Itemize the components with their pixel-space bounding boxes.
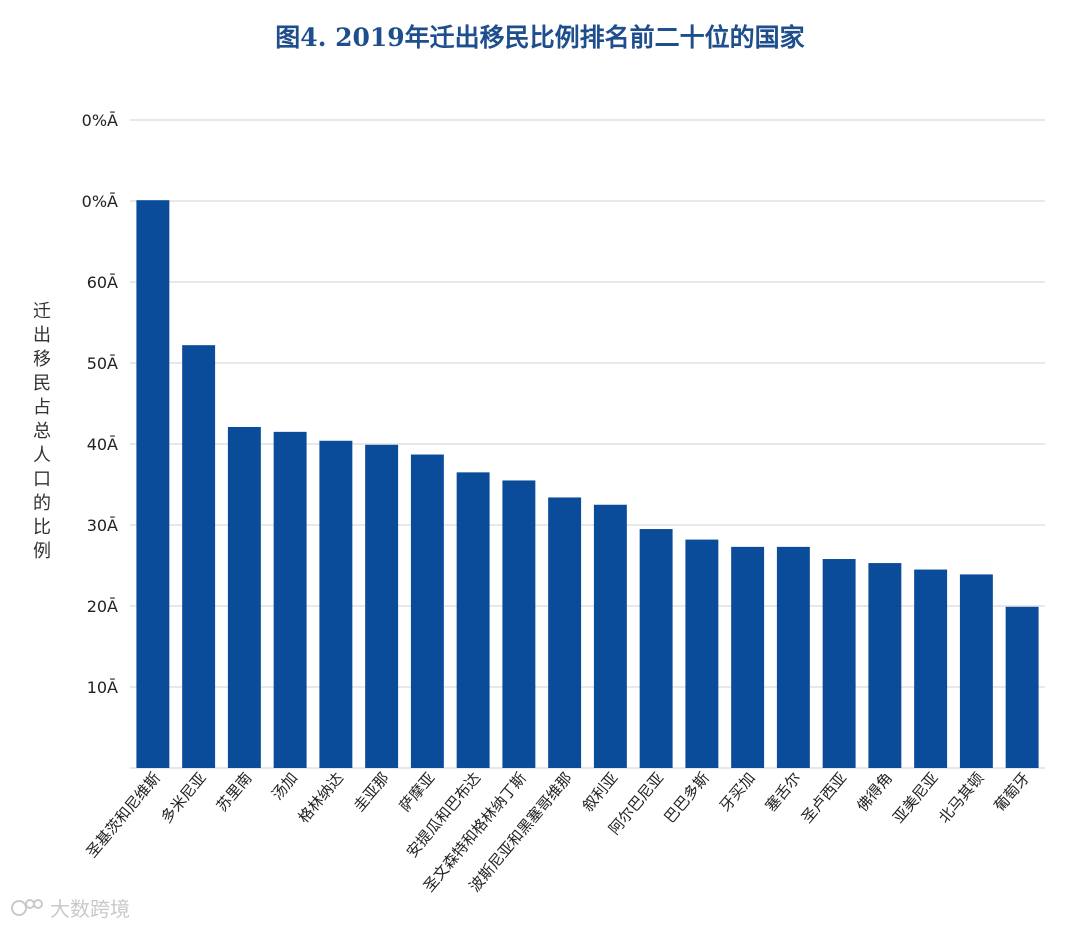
watermark: 大数跨境 — [10, 893, 130, 922]
y-tick-label: 60Ā — [87, 273, 118, 292]
x-tick-label: 亚美尼亚 — [889, 769, 941, 827]
bar — [273, 431, 307, 768]
bar — [548, 497, 582, 768]
y-tick-label: 40Ā — [87, 435, 118, 454]
bar — [136, 200, 170, 768]
bar — [456, 472, 490, 768]
y-axis-label: 迁 出 移 民 占 总 人 口 的 比 例 — [33, 301, 51, 562]
bar — [914, 569, 948, 768]
chart-title: 图4. 2019年迁出移民比例排名前二十位的国家 — [275, 23, 805, 52]
bar — [227, 426, 261, 768]
y-tick-label: 20Ā — [87, 597, 118, 616]
x-tick-label: 塞舌尔 — [762, 769, 805, 815]
y-tick-label: 50Ā — [87, 354, 118, 373]
watermark-text: 大数跨境 — [50, 897, 130, 921]
x-tick-label: 北马其顿 — [935, 769, 987, 827]
y-tick-label: 0%Ā — [82, 111, 118, 130]
x-tick-label: 佛得角 — [853, 769, 896, 815]
x-tick-label: 牙买加 — [716, 769, 759, 815]
x-tick-label: 格林纳达 — [295, 769, 347, 827]
x-tick-label: 圣基茨和尼维斯 — [83, 769, 164, 861]
y-tick-label: 10Ā — [87, 678, 118, 697]
bar — [410, 454, 444, 768]
bar — [502, 480, 536, 768]
bar — [868, 563, 902, 768]
x-tick-label: 葡萄牙 — [990, 769, 1033, 815]
bar — [365, 444, 399, 768]
x-tick-label: 苏里南 — [213, 769, 256, 815]
bar — [639, 529, 673, 768]
bar — [593, 504, 627, 768]
bar — [319, 440, 353, 768]
x-tick-label: 汤加 — [268, 769, 301, 804]
bar — [822, 559, 856, 768]
bar — [685, 539, 719, 768]
bar — [776, 546, 810, 768]
brand-logo-icon — [11, 898, 43, 916]
bar — [182, 345, 216, 768]
bar — [731, 546, 765, 768]
x-tick-label: 萨摩亚 — [396, 769, 439, 815]
bar — [1005, 606, 1039, 768]
x-tick-label: 圭亚那 — [350, 769, 393, 815]
x-tick-label: 叙利亚 — [579, 769, 622, 815]
bar — [959, 574, 993, 768]
x-tick-label: 多米尼亚 — [157, 769, 209, 827]
y-tick-label: 0%Ā — [82, 192, 118, 211]
y-tick-label: 30Ā — [87, 516, 118, 535]
x-tick-label: 圣卢西亚 — [798, 769, 850, 827]
x-tick-label: 巴巴多斯 — [661, 769, 713, 827]
